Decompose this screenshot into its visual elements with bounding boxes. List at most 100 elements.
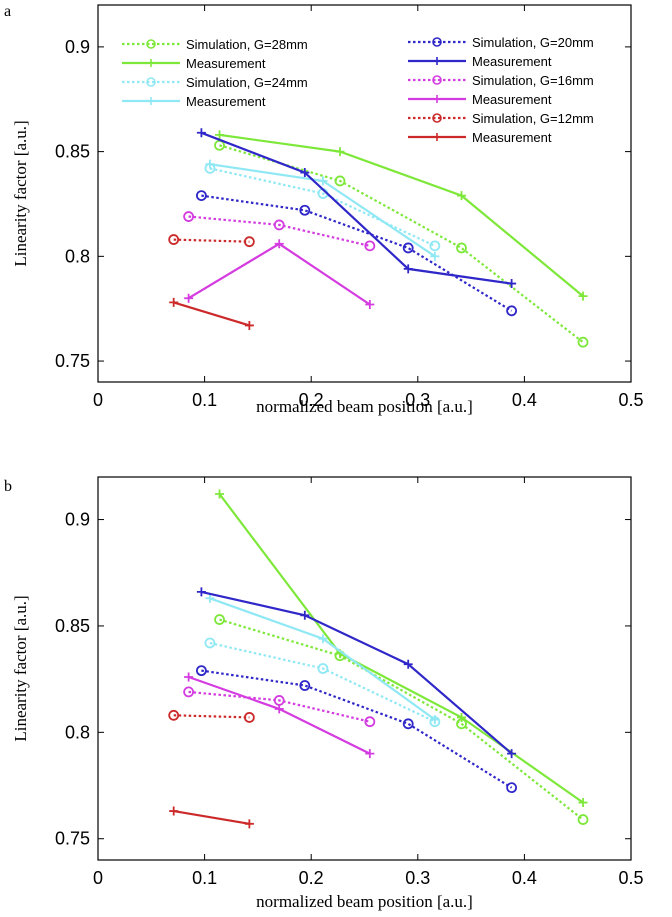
series-line	[219, 144, 584, 344]
data-point-plus	[457, 191, 467, 201]
legend-label: Simulation, G=12mm	[472, 111, 594, 126]
data-point-circle	[506, 782, 518, 794]
data-point-plus	[578, 291, 588, 301]
data-point-plus	[430, 251, 440, 261]
series-line	[209, 641, 436, 723]
series-g20-simulation	[196, 665, 518, 794]
legend: Simulation, G=28mm Measurement Simulation,…	[122, 35, 594, 145]
data-point-circle	[364, 716, 376, 728]
legend-item: Measurement	[408, 92, 552, 107]
series-g24-simulation	[204, 637, 441, 728]
series-line	[209, 597, 436, 721]
data-point-circle	[299, 680, 311, 691]
series-g20-measurement	[196, 128, 517, 289]
data-point-circle	[168, 709, 180, 721]
data-point-circle	[204, 637, 216, 649]
series-g20-measurement	[196, 587, 517, 759]
data-point-circle	[196, 190, 207, 201]
series-line	[218, 493, 584, 804]
data-point-plus	[244, 320, 254, 330]
y-tick-label: 0.75	[55, 829, 90, 849]
legend-item: Measurement	[408, 54, 552, 69]
series-g28-measurement	[215, 130, 588, 301]
data-point-plus	[274, 239, 284, 249]
data-point-plus	[300, 168, 310, 178]
data-point-plus	[184, 672, 194, 682]
legend-label: Measurement	[186, 94, 266, 109]
x-tick-label: 0.2	[299, 390, 324, 410]
y-tick-label: 0.8	[65, 246, 90, 266]
chart-panel-a: a 0 0.1 0.2 0.3 0.4 0.5 0.75 0.8 0.85 0.9 normalize…	[4, 3, 644, 416]
legend-label: Measurement	[186, 56, 266, 71]
data-point-circle	[334, 175, 346, 187]
legend-marker-circle	[432, 75, 442, 85]
series-line	[188, 690, 371, 723]
data-point-circle	[506, 305, 518, 317]
x-tick-label: 0.1	[192, 390, 217, 410]
series-g28-measurement	[215, 489, 588, 808]
data-point-plus	[457, 712, 467, 722]
data-point-circle	[402, 242, 414, 254]
legend-item: Simulation, G=24mm	[122, 75, 308, 90]
legend-item: Simulation, G=16mm	[408, 73, 594, 88]
data-point-circle	[364, 240, 376, 252]
legend-label: Measurement	[472, 92, 552, 107]
data-point-circle	[317, 663, 329, 674]
data-point-circle	[183, 211, 195, 222]
series-g20-simulation	[196, 190, 518, 317]
data-point-circle	[183, 686, 195, 698]
series-line	[173, 714, 250, 719]
panel-label: b	[4, 478, 12, 495]
legend-item: Simulation, G=12mm	[408, 111, 594, 126]
series-line	[188, 242, 371, 306]
y-tick-label: 0.9	[65, 37, 90, 57]
legend-label: Simulation, G=28mm	[186, 37, 308, 52]
x-tick-label: 0.5	[618, 390, 643, 410]
y-axis-title: Linearity factor [a.u.]	[11, 120, 30, 266]
data-point-circle	[168, 234, 180, 245]
data-point-plus	[205, 593, 215, 603]
legend-item: Simulation, G=28mm	[122, 37, 308, 52]
data-point-plus	[365, 749, 375, 759]
legend-label: Simulation, G=24mm	[186, 75, 308, 90]
y-tick-label: 0.85	[55, 616, 90, 636]
series-line	[173, 238, 250, 243]
data-point-circle	[402, 718, 414, 730]
data-point-circle	[273, 219, 285, 231]
x-tick-label: 0	[93, 868, 103, 888]
legend-item: Measurement	[408, 130, 552, 145]
legend-label: Simulation, G=20mm	[472, 35, 594, 50]
data-point-plus	[578, 798, 588, 808]
x-tick-label: 0.3	[405, 390, 430, 410]
y-tick-label: 0.8	[65, 722, 90, 742]
data-point-plus	[365, 300, 375, 310]
series-line	[173, 810, 250, 825]
data-point-plus	[215, 130, 225, 140]
data-point-circle	[243, 712, 255, 723]
legend-marker-circle	[146, 39, 156, 49]
data-point-plus	[215, 489, 225, 499]
series-line	[188, 215, 371, 247]
legend-item: Measurement	[122, 56, 266, 71]
data-point-circle	[299, 204, 311, 216]
legend-marker-plus	[433, 57, 441, 65]
series-line	[201, 194, 513, 312]
series-g24-measurement	[205, 593, 440, 725]
legend-label: Simulation, G=16mm	[472, 73, 594, 88]
series-g12-simulation	[168, 234, 255, 248]
legend-marker-plus	[433, 95, 441, 103]
y-axis-title: Linearity factor [a.u.]	[11, 595, 30, 741]
legend-marker-plus	[147, 97, 155, 105]
legend-item: Measurement	[122, 94, 266, 109]
x-tick-label: 0.4	[512, 868, 537, 888]
data-point-plus	[318, 634, 328, 644]
y-tick-label: 0.9	[65, 510, 90, 530]
legend-label: Measurement	[472, 54, 552, 69]
series-g12-measurement	[169, 806, 254, 829]
legend-marker-plus	[433, 133, 441, 141]
y-tick-label: 0.75	[55, 351, 90, 371]
data-point-circle	[577, 336, 589, 348]
series-line	[201, 669, 513, 789]
legend-marker-circle	[432, 37, 442, 47]
